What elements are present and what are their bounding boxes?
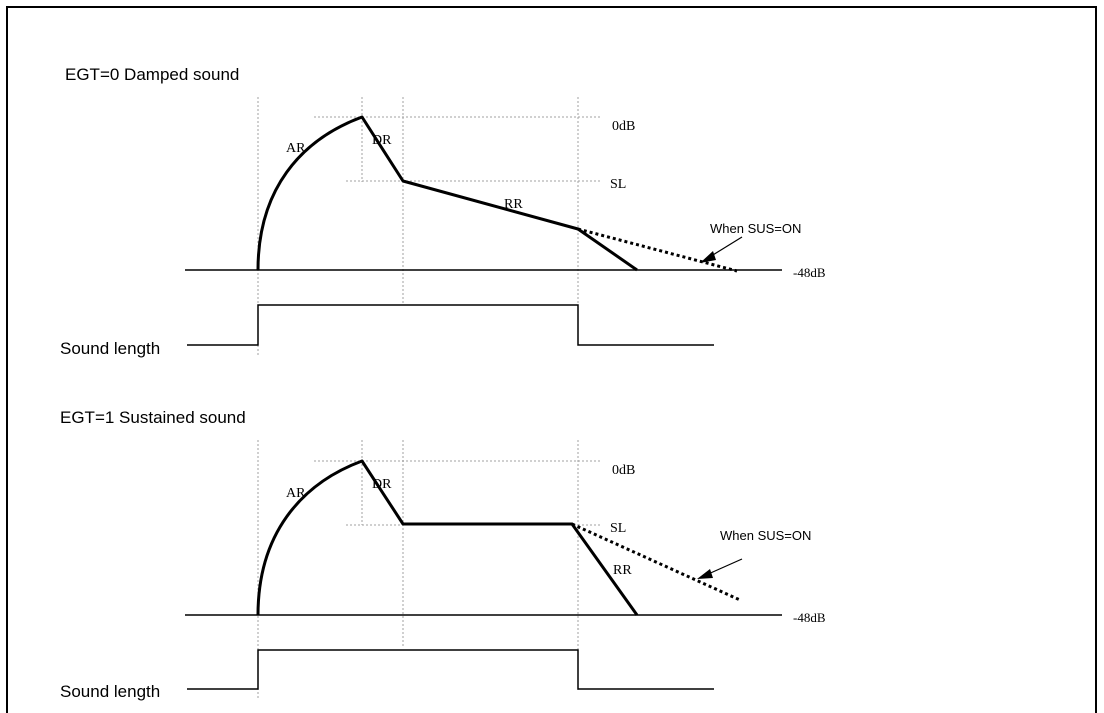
sus-arrow-head <box>697 569 713 579</box>
label-48db: -48dB <box>793 610 826 625</box>
diagram-frame <box>6 6 1097 713</box>
label-0db: 0dB <box>612 463 635 478</box>
gate-label: Sound length <box>60 339 160 358</box>
gate-signal <box>187 304 714 346</box>
sustain-dotted-line <box>571 522 741 602</box>
panel-title: EGT=1 Sustained sound <box>60 408 246 427</box>
panel-title: EGT=0 Damped sound <box>65 65 239 84</box>
envelope-curve <box>256 459 639 616</box>
sus-arrow-head <box>700 251 716 263</box>
label-dr: DR <box>372 133 392 148</box>
label-sus-on: When SUS=ON <box>720 528 811 543</box>
panel-egt0: EGT=0 Damped sound AR DR RR 0dB SL -48dB… <box>60 65 826 358</box>
label-rr: RR <box>613 563 632 578</box>
label-rr: RR <box>504 197 523 212</box>
guide-lines <box>257 440 600 700</box>
envelope-curve <box>256 115 638 272</box>
panel-egt1: EGT=1 Sustained sound AR DR RR 0dB SL -4… <box>60 408 826 701</box>
label-0db: 0dB <box>612 119 635 134</box>
label-sl: SL <box>610 177 626 192</box>
sus-arrow <box>705 558 743 576</box>
label-sl: SL <box>610 521 626 536</box>
gate-signal <box>187 649 714 690</box>
gate-label: Sound length <box>60 682 160 701</box>
guide-lines <box>257 97 600 355</box>
label-ar: AR <box>286 486 306 501</box>
label-sus-on: When SUS=ON <box>710 221 801 236</box>
label-dr: DR <box>372 477 392 492</box>
label-ar: AR <box>286 141 306 156</box>
label-48db: -48dB <box>793 265 826 280</box>
